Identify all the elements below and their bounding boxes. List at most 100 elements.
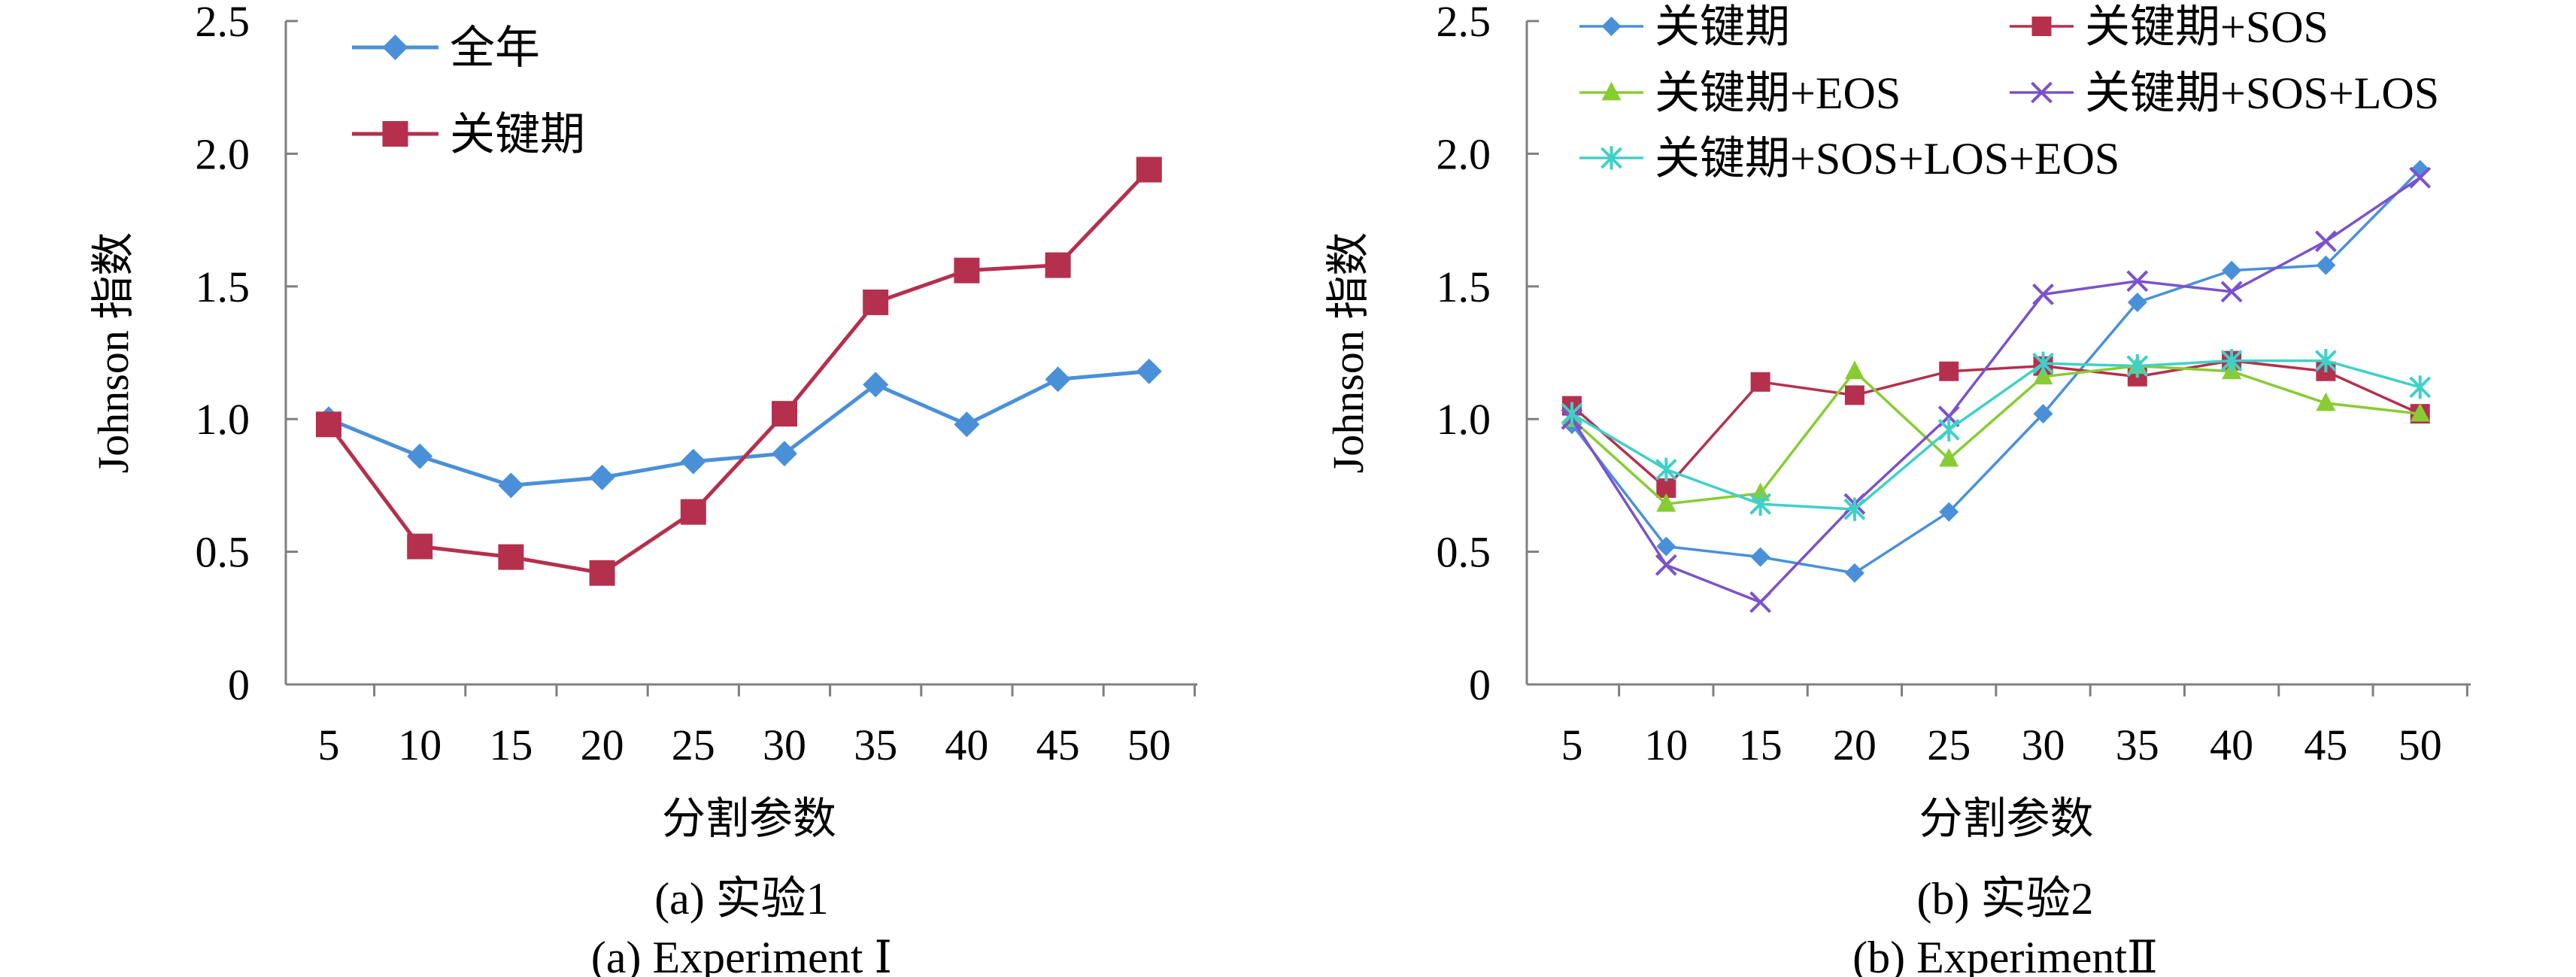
series-line-0 xyxy=(1570,168,2421,575)
data-point-1-9 xyxy=(1136,156,1162,183)
caption-en: (a) Experiment Ⅰ xyxy=(591,933,892,977)
legend-marker-0 xyxy=(382,35,408,60)
y-axis-title: Johnson 指数 xyxy=(1324,232,1373,474)
x-tick-label: 30 xyxy=(2022,721,2065,769)
legend-marker-1 xyxy=(2031,17,2052,36)
data-point-1-3 xyxy=(1844,385,1864,405)
x-tick-label: 5 xyxy=(318,721,340,769)
data-point-4-9 xyxy=(2409,375,2432,399)
data-point-0-6 xyxy=(863,372,889,398)
data-point-0-8 xyxy=(1045,366,1071,393)
data-point-2-5 xyxy=(2033,366,2053,385)
data-point-3-8 xyxy=(2314,230,2337,253)
data-point-1-8 xyxy=(1045,252,1071,278)
data-point-2-4 xyxy=(1939,448,1959,467)
y-tick-label: 1.0 xyxy=(1437,395,1491,444)
data-point-1-3 xyxy=(589,560,615,586)
data-point-0-5 xyxy=(772,441,797,467)
data-point-4-1 xyxy=(1655,457,1677,481)
x-tick-label: 45 xyxy=(2304,721,2347,769)
data-point-0-5 xyxy=(2033,404,2053,424)
x-tick-label: 40 xyxy=(945,721,988,769)
legend-marker-0 xyxy=(1601,17,1622,36)
data-point-4-4 xyxy=(1937,417,1960,441)
chart-a: 0 0.5 1.0 1.5 2.0 2.5 5 10 15 20 25 30 35 40 45 50 Johns… xyxy=(89,0,1197,977)
data-point-1-0 xyxy=(316,411,341,438)
caption-cn: (b) 实验2 xyxy=(1917,874,2094,924)
x-tick-label: 35 xyxy=(854,721,897,769)
data-point-2-8 xyxy=(2316,392,2336,411)
x-tick-label: 20 xyxy=(1833,721,1877,769)
x-tick-label: 5 xyxy=(1561,721,1583,769)
caption-cn: (a) 实验1 xyxy=(654,874,829,924)
y-tick-label: 1.0 xyxy=(196,395,250,444)
data-point-4-3 xyxy=(1843,497,1866,521)
data-point-1-5 xyxy=(772,401,797,427)
data-point-3-2 xyxy=(1749,591,1772,614)
data-point-0-3 xyxy=(1844,563,1864,583)
data-point-2-3 xyxy=(1844,360,1864,380)
data-point-1-2 xyxy=(498,544,524,570)
series-line-0 xyxy=(328,369,1150,487)
series-line-1 xyxy=(1570,359,2421,490)
data-point-0-2 xyxy=(498,472,524,499)
legend-label-0: 全年 xyxy=(450,23,540,73)
x-tick-label: 10 xyxy=(398,721,441,769)
data-point-0-1 xyxy=(1656,536,1676,557)
x-tick-label: 50 xyxy=(2399,721,2442,769)
y-tick-label: 0 xyxy=(1469,660,1491,709)
x-axis-title: 分割参数 xyxy=(1919,794,2093,843)
legend-marker-1 xyxy=(382,121,408,147)
data-point-0-4 xyxy=(1939,502,1959,522)
data-point-2-2 xyxy=(1750,482,1770,502)
series-line-1 xyxy=(326,168,1151,575)
data-point-0-7 xyxy=(954,411,980,438)
series-line-2 xyxy=(1570,364,2420,505)
y-axis-title: Johnson 指数 xyxy=(89,232,138,474)
y-tick-label: 0 xyxy=(228,660,250,709)
legend-label-2: 关键期+EOS xyxy=(1655,68,1901,118)
legend-label-4: 关键期+SOS+LOS+EOS xyxy=(1655,134,2119,184)
y-tick-label: 2.5 xyxy=(196,0,250,46)
y-tick-label: 2.0 xyxy=(1437,129,1491,178)
x-tick-label: 15 xyxy=(1739,721,1783,769)
x-tick-label: 20 xyxy=(581,721,624,769)
data-point-1-4 xyxy=(680,499,706,525)
data-point-3-9 xyxy=(2409,166,2432,189)
data-point-0-4 xyxy=(680,448,706,475)
data-point-1-1 xyxy=(407,533,433,560)
x-tick-label: 15 xyxy=(489,721,532,769)
data-point-4-2 xyxy=(1749,492,1772,516)
data-point-0-9 xyxy=(1136,358,1162,384)
legend-marker-3 xyxy=(2031,81,2053,104)
data-point-4-7 xyxy=(2220,348,2243,373)
data-point-3-1 xyxy=(1655,554,1677,576)
y-tick-label: 0.5 xyxy=(1437,528,1491,577)
data-point-3-7 xyxy=(2220,281,2243,303)
data-point-3-5 xyxy=(2032,283,2054,305)
data-point-0-1 xyxy=(407,443,433,469)
data-point-1-7 xyxy=(954,257,980,284)
y-tick-label: 2.0 xyxy=(196,129,250,178)
data-point-4-0 xyxy=(1561,402,1583,426)
series-line-4 xyxy=(1571,359,2421,511)
data-point-1-4 xyxy=(1939,361,1959,381)
x-tick-label: 25 xyxy=(672,721,715,769)
series-line-3 xyxy=(1570,176,2421,604)
data-point-2-1 xyxy=(1656,493,1676,512)
legend-label-1: 关键期 xyxy=(450,110,585,159)
data-point-0-3 xyxy=(589,464,615,490)
data-point-3-6 xyxy=(2126,270,2149,293)
data-point-2-9 xyxy=(2410,402,2430,422)
legend-marker-4 xyxy=(1601,146,1622,170)
x-axis-title: 分割参数 xyxy=(662,794,836,843)
x-tick-label: 50 xyxy=(1127,721,1171,769)
data-point-4-5 xyxy=(2032,351,2054,375)
x-tick-label: 10 xyxy=(1644,721,1688,769)
y-tick-label: 2.5 xyxy=(1437,0,1491,46)
legend-label-1: 关键期+SOS xyxy=(2085,2,2329,52)
data-point-0-2 xyxy=(1750,547,1770,567)
data-point-0-7 xyxy=(2222,260,2242,281)
x-tick-label: 25 xyxy=(1927,721,1971,769)
x-tick-label: 30 xyxy=(763,721,806,769)
